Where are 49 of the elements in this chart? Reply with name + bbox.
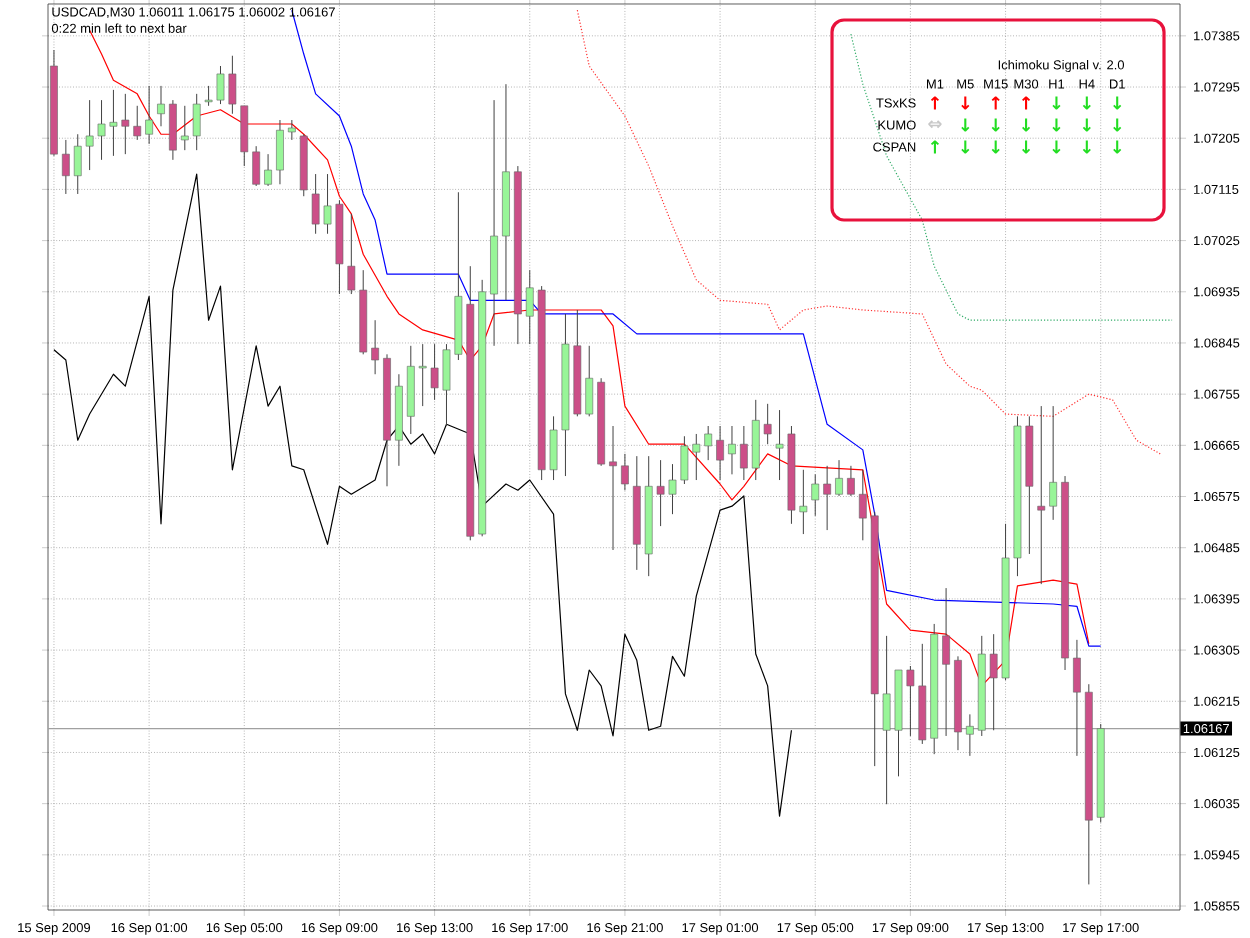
text: ↓ <box>1022 140 1031 154</box>
candlestick <box>942 587 950 737</box>
text: ↓ <box>1113 140 1122 154</box>
candlestick <box>823 465 831 531</box>
text: ↓ <box>1052 96 1061 110</box>
candlestick <box>835 459 843 497</box>
text: ↓ <box>961 140 970 154</box>
candlestick <box>157 85 165 127</box>
text: ↑ <box>991 96 1000 110</box>
text: ↓ <box>1022 118 1031 132</box>
candlestick <box>966 713 974 757</box>
text: ↓ <box>991 140 1000 154</box>
candlestick <box>61 139 70 195</box>
text: ↓ <box>1052 118 1061 132</box>
candlestick <box>276 119 284 185</box>
text: ↓ <box>961 96 970 110</box>
line-series <box>291 9 1102 647</box>
candlestick <box>252 145 261 187</box>
candlestick <box>169 99 177 161</box>
candlestick <box>847 465 855 497</box>
text: ↑ <box>1022 96 1031 110</box>
candlestick <box>728 425 736 475</box>
text: ↓ <box>1113 96 1122 110</box>
candlestick <box>1049 405 1057 521</box>
candlestick <box>264 153 272 187</box>
text: ↑ <box>930 140 940 154</box>
text: ↑ <box>930 96 940 110</box>
candlestick <box>1073 639 1081 757</box>
text: ↓ <box>1052 140 1061 154</box>
candlestick <box>145 85 153 145</box>
line-series <box>850 33 1173 321</box>
text: ↓ <box>1113 118 1122 132</box>
text: ↓ <box>991 118 1000 132</box>
candlestick <box>287 119 296 141</box>
text: ⇔ <box>928 120 942 129</box>
candlestick <box>621 453 629 491</box>
text: ↓ <box>1082 140 1091 154</box>
text: ↓ <box>1082 96 1091 110</box>
line-series <box>53 173 793 817</box>
line-series <box>576 9 1161 455</box>
candlestick <box>740 425 748 481</box>
candlestick <box>240 105 249 167</box>
candlestick <box>1037 405 1046 585</box>
candlestick <box>371 319 379 375</box>
text: ↓ <box>1082 118 1091 132</box>
candlestick <box>716 425 724 481</box>
candlestick <box>609 425 617 551</box>
candlestick <box>811 473 820 517</box>
text: ↓ <box>961 118 970 132</box>
